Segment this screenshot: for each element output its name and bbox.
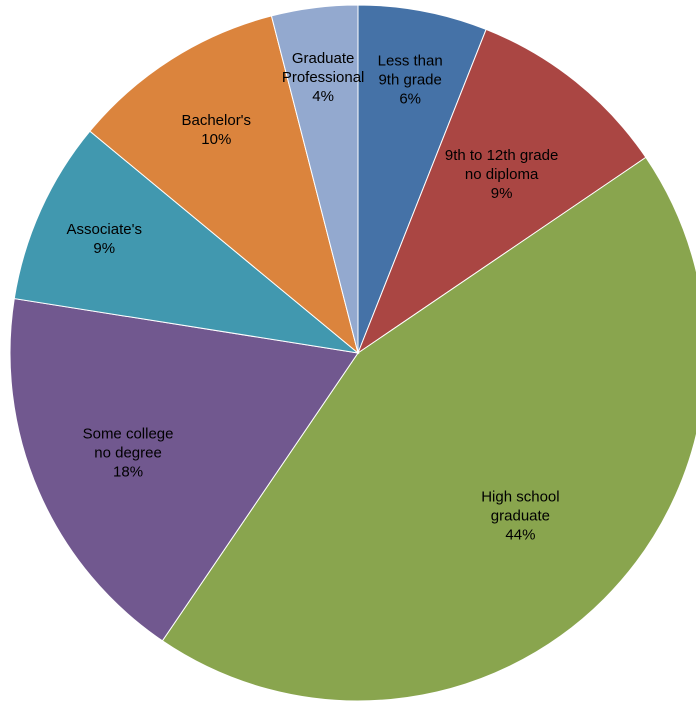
slice-label-line: 9th grade <box>378 72 441 89</box>
pie-slice-associate-s <box>13 130 360 354</box>
slice-percent: 6% <box>399 91 421 108</box>
slice-label-some-college-no-degree: Some college no degree 18% <box>83 426 174 481</box>
slice-label-graduate-professional: Graduate Professional 4% <box>282 50 365 105</box>
slice-label-line: Associate's <box>67 221 142 238</box>
slice-label-9th-to-12th-grade-no-diploma: 9th to 12th grade no diploma 9% <box>445 147 558 202</box>
pie-slice-some-college-no-degree <box>9 297 359 642</box>
slice-label-line: no degree <box>94 445 162 462</box>
slice-label-high-school-graduate: High school graduate 44% <box>481 488 559 543</box>
pie-slice-bachelor-s <box>89 15 359 355</box>
pie-slice-less-than-9th-grade <box>357 4 487 354</box>
slice-label-line: graduate <box>491 507 550 524</box>
slice-label-less-than-9th-grade: Less than 9th grade 6% <box>378 53 443 108</box>
slice-percent: 4% <box>312 88 334 105</box>
slice-label-line: 9th to 12th grade <box>445 147 558 164</box>
labels-layer: Less than 9th grade 6% 9th to 12th grade no … <box>67 50 560 544</box>
slice-percent: 18% <box>113 464 143 481</box>
slice-label-line: Some college <box>83 426 174 443</box>
pie-slice-9th-to-12th-grade-no-diploma <box>356 28 647 355</box>
pie-slice-graduate-professional <box>270 4 359 354</box>
slice-label-bachelor-s: Bachelor's 10% <box>181 112 251 148</box>
slice-label-line: High school <box>481 488 559 505</box>
slice-label-line: Less than <box>378 53 443 70</box>
slice-label-line: Professional <box>282 69 365 86</box>
slices-layer <box>9 4 696 702</box>
pie-slice-high-school-graduate <box>161 156 696 702</box>
slice-label-line: no diploma <box>465 166 539 183</box>
slice-percent: 9% <box>93 240 115 257</box>
slice-label-line: Graduate <box>292 50 355 67</box>
slice-percent: 44% <box>505 526 535 543</box>
slice-label-line: Bachelor's <box>181 112 251 129</box>
slice-label-associate-s: Associate's 9% <box>67 221 142 257</box>
slice-percent: 10% <box>201 131 231 148</box>
slice-percent: 9% <box>491 185 513 202</box>
